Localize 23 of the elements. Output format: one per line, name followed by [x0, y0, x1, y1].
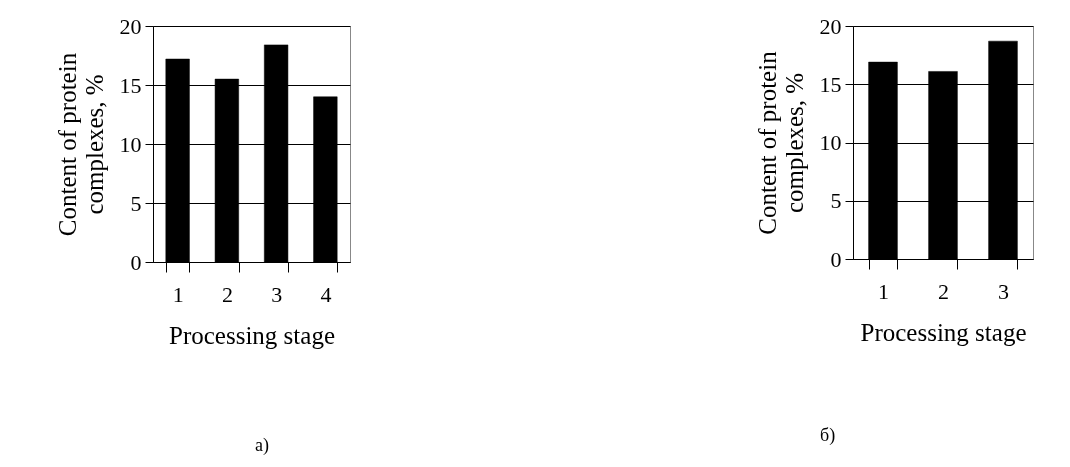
- x-axis-title: Processing stage: [860, 318, 1027, 346]
- x-tick-label: 4: [320, 281, 332, 307]
- y-tick-label: 15: [119, 72, 142, 98]
- x-tick-label: 2: [938, 278, 949, 304]
- x-axis-title: Processing stage: [169, 321, 335, 349]
- x-tick-label: 1: [172, 281, 184, 307]
- y-tick-label: 0: [830, 246, 842, 272]
- text: а): [255, 435, 269, 456]
- y-tick-label: 10: [119, 131, 142, 157]
- x-tick-label: 3: [271, 281, 283, 307]
- y-tick-label: 5: [830, 188, 842, 214]
- x-tick-label: 3: [998, 278, 1009, 304]
- y-tick-label: 0: [130, 249, 142, 275]
- text: б): [820, 425, 836, 446]
- y-axis-title: Content of protein complexes, %: [53, 52, 108, 237]
- y-tick-label: 20: [119, 13, 142, 39]
- x-tick-label: 1: [878, 278, 889, 304]
- y-axis-title: Content of protein complexes, %: [753, 50, 808, 235]
- x-tick-label: 2: [221, 281, 233, 307]
- y-tick-label: 15: [819, 71, 842, 97]
- y-tick-label: 5: [130, 190, 142, 216]
- y-tick-label: 20: [819, 13, 842, 39]
- y-tick-label: 10: [819, 130, 842, 155]
